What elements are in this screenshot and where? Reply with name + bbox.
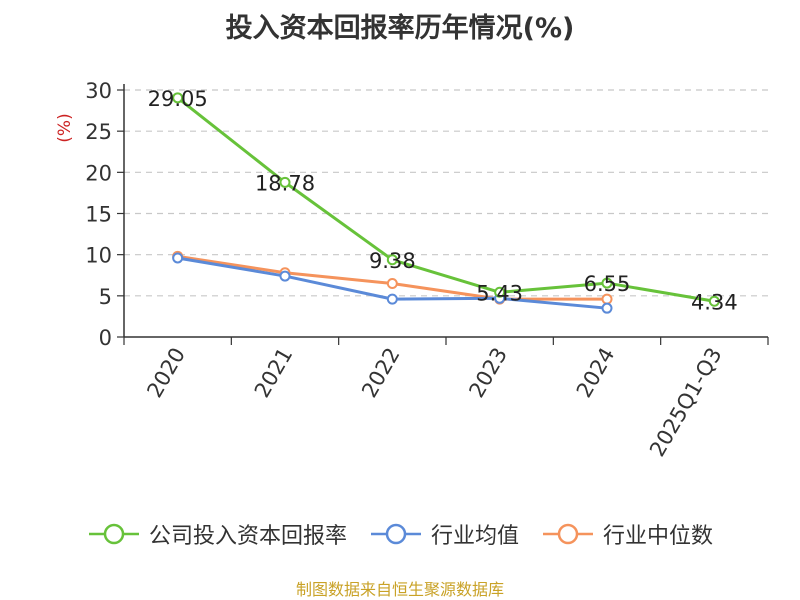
- legend-item-industry-median[interactable]: 行业中位数: [541, 518, 713, 550]
- data-label: 9.38: [369, 249, 416, 273]
- y-tick-label: 30: [85, 79, 112, 103]
- legend-marker-industry-median: [543, 523, 593, 545]
- x-tick-label: 2025Q1-Q3: [645, 344, 727, 461]
- data-label: 4.34: [691, 290, 738, 314]
- data-point: [172, 92, 184, 104]
- y-tick-label: 20: [85, 161, 112, 185]
- data-point: [386, 293, 398, 305]
- legend-item-company[interactable]: 公司投入资本回报率: [87, 518, 347, 550]
- data-point: [279, 270, 291, 282]
- data-point: [386, 254, 398, 266]
- x-tick-label: 2020: [142, 344, 190, 402]
- x-tick-label: 2024: [572, 344, 620, 402]
- data-label: 5.43: [476, 281, 523, 305]
- data-label: 6.55: [584, 272, 631, 296]
- legend-label-industry-median: 行业中位数: [603, 524, 714, 549]
- x-tick-label: 2021: [250, 344, 298, 402]
- legend: 公司投入资本回报率 行业均值 行业中位数: [0, 518, 800, 550]
- data-point: [386, 277, 398, 289]
- y-axis-label: (%): [55, 113, 75, 142]
- y-tick-label: 5: [99, 285, 112, 309]
- data-point: [601, 302, 613, 314]
- y-tick-label: 15: [85, 203, 112, 227]
- y-tick-label: 0: [99, 326, 112, 350]
- x-tick-label: 2022: [357, 344, 405, 402]
- data-point: [172, 252, 184, 264]
- data-label: 18.78: [255, 171, 315, 195]
- legend-label-company: 公司投入资本回报率: [148, 524, 347, 549]
- y-tick-label: 25: [85, 120, 112, 144]
- legend-marker-company: [88, 523, 139, 545]
- series-line: [176, 96, 715, 303]
- legend-label-industry-mean: 行业均值: [430, 524, 519, 549]
- x-tick-label: 2023: [464, 343, 512, 401]
- data-point: [601, 277, 613, 289]
- source-note: 制图数据来自恒生聚源数据库: [295, 580, 504, 599]
- legend-item-industry-mean[interactable]: 行业均值: [369, 518, 519, 550]
- data-point: [279, 176, 291, 188]
- chart-title: 投入资本回报率历年情况(%): [225, 13, 575, 44]
- data-label: 29.05: [148, 87, 208, 111]
- y-tick-label: 10: [85, 244, 112, 268]
- data-point: [494, 286, 506, 298]
- legend-marker-industry-mean: [370, 523, 421, 545]
- data-point: [708, 295, 720, 307]
